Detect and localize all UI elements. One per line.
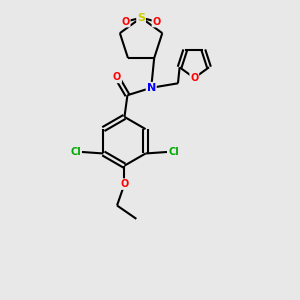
Text: O: O — [113, 72, 121, 82]
Text: N: N — [147, 83, 156, 93]
Text: S: S — [137, 13, 145, 23]
Text: O: O — [152, 16, 161, 27]
Text: Cl: Cl — [70, 147, 81, 157]
Text: O: O — [190, 73, 198, 83]
Text: O: O — [120, 179, 129, 189]
Text: Cl: Cl — [168, 147, 179, 157]
Text: O: O — [122, 16, 130, 27]
